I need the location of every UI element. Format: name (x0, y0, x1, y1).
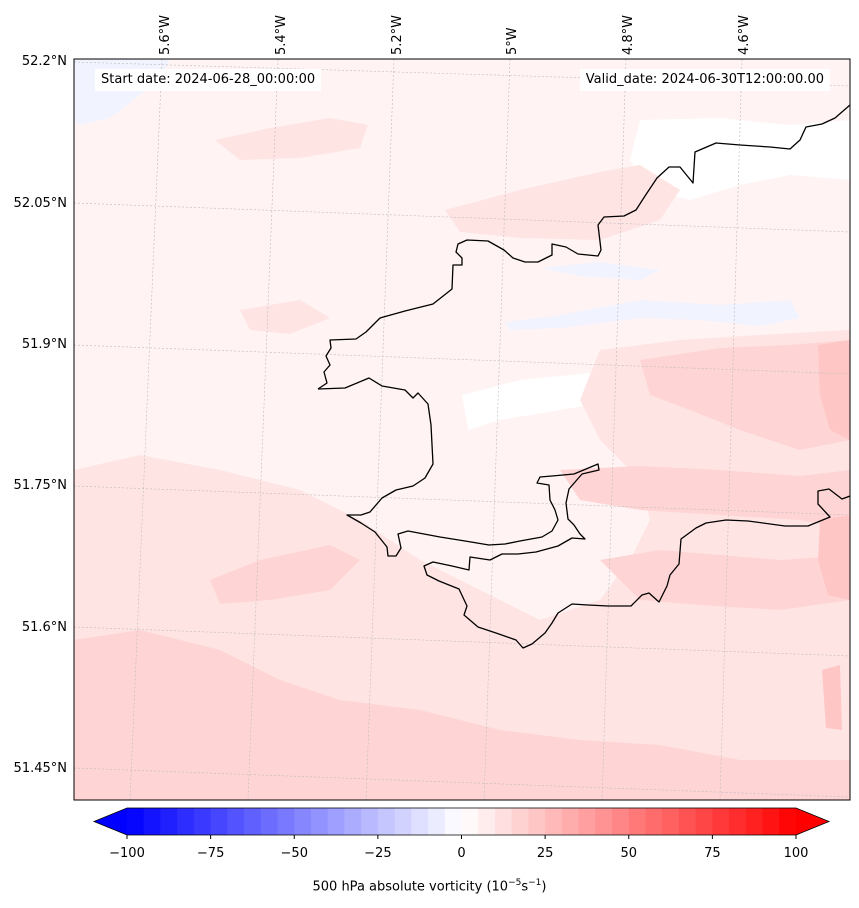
colorbar-tick-label: −25 (364, 846, 391, 861)
lat-tick-label: 51.75°N (14, 478, 67, 493)
colorbar-tick-label: −50 (281, 846, 308, 861)
colorbar-tick-label: −75 (197, 846, 224, 861)
colorbar-label-exp2: −1 (528, 878, 542, 888)
vorticity-red-strip-right-3 (822, 665, 842, 730)
lon-tick-label: 4.6°W (737, 15, 752, 55)
colorbar-segment (662, 808, 680, 835)
colorbar-segment (712, 808, 730, 835)
colorbar-segment (729, 808, 747, 835)
lat-tick-label: 51.9°N (22, 337, 67, 352)
colorbar-segment (578, 808, 596, 835)
vorticity-red-band-mid-2 (74, 630, 850, 800)
colorbar-segment (394, 808, 412, 835)
colorbar-segment (628, 808, 647, 835)
colorbar-segment (260, 808, 279, 835)
colorbar-segment (595, 808, 613, 835)
colorbar-segment (545, 808, 563, 835)
coastline (317, 104, 850, 649)
lat-tick-label: 52.2°N (22, 54, 67, 69)
colorbar-segment (745, 808, 764, 835)
colorbar-segment (428, 808, 446, 835)
colorbar-segment (327, 808, 346, 835)
colorbar-tick-label: 50 (620, 846, 637, 861)
vorticity-red-band-mid-3 (210, 545, 360, 604)
colorbar-segment (528, 808, 546, 835)
vorticity-red-band-top-3 (240, 300, 330, 334)
vorticity-red-band-top (215, 118, 368, 160)
colorbar-segment (561, 808, 580, 835)
valid-date-label: Valid_date: 2024-06-30T12:00:00.00 (579, 69, 830, 91)
map-frame (73, 58, 851, 801)
colorbar-segment (411, 808, 429, 835)
map-panel (74, 59, 850, 800)
colorbar-segment (511, 808, 529, 835)
vorticity-red-band-top-2 (445, 165, 680, 240)
colorbar-tick-label: 100 (784, 846, 809, 861)
colorbar-segment (361, 808, 379, 835)
vorticity-red-band-mid-4 (560, 466, 850, 530)
vorticity-red-band-mid (640, 340, 850, 450)
vorticity-blue-streak (505, 300, 800, 330)
colorbar-segment (645, 808, 663, 835)
colorbar-segment (779, 808, 797, 835)
colorbar-label-unit: s (521, 879, 529, 895)
lat-tick-label: 52.05°N (14, 196, 67, 211)
colorbar-segment (762, 808, 780, 835)
colorbar-segment (678, 808, 697, 835)
lat-tick-label: 51.45°N (14, 761, 67, 776)
colorbar-label-exp1: −5 (508, 878, 522, 888)
lon-tick-label: 4.8°W (621, 15, 636, 55)
colorbar-segment (294, 808, 312, 835)
colorbar-segment (377, 808, 396, 835)
lon-tick-label: 5°W (505, 27, 520, 55)
colorbar-segment (244, 808, 262, 835)
colorbar-segment (612, 808, 630, 835)
colorbar-segment (177, 808, 195, 835)
colorbar-segment (160, 808, 178, 835)
colorbar-segment (310, 808, 329, 835)
colorbar-segment (193, 808, 212, 835)
colorbar: −100 −75 −50 −25 0 25 50 75 100 (92, 807, 831, 861)
colorbar-label-main: 500 hPa absolute vorticity (10 (312, 879, 509, 895)
vorticity-red-strip-right (818, 340, 850, 440)
colorbar-segment (344, 808, 362, 835)
lat-tick-label: 51.6°N (22, 620, 67, 635)
colorbar-tick-label: 0 (457, 846, 465, 861)
lon-tick-label: 5.6°W (158, 15, 173, 55)
vorticity-red-strip-right-2 (818, 515, 850, 600)
colorbar-segment (444, 808, 463, 835)
colorbar-segment (127, 808, 145, 835)
colorbar-extend-max (796, 808, 829, 835)
colorbar-segment (494, 808, 513, 835)
colorbar-extend-min (94, 808, 127, 835)
colorbar-tick-label: 75 (704, 846, 721, 861)
vorticity-white-patch (630, 118, 850, 200)
colorbar-segment (210, 808, 228, 835)
colorbar-tick-label: 25 (537, 846, 554, 861)
lon-tick-label: 5.4°W (274, 15, 289, 55)
gridlines (74, 59, 850, 800)
colorbar-label-end: ) (541, 879, 547, 895)
colorbar-segment (277, 808, 295, 835)
colorbar-segment (695, 808, 713, 835)
colorbar-segment (227, 808, 245, 835)
start-date-label: Start date: 2024-06-28_00:00:00 (95, 69, 322, 91)
coastline-north (317, 104, 850, 390)
coastline-south (317, 377, 850, 649)
colorbar-segment (461, 808, 479, 835)
lon-tick-label: 5.2°W (390, 15, 405, 55)
colorbar-segment (143, 808, 162, 835)
colorbar-tick-label: −100 (109, 846, 145, 861)
colorbar-label: 500 hPa absolute vorticity (10−5s−1) (0, 878, 859, 894)
vorticity-blue-streak-2 (540, 262, 660, 280)
lat-tick-labels: 52.2°N 52.05°N 51.9°N 51.75°N 51.6°N 51.… (14, 54, 67, 776)
colorbar-segment (478, 808, 496, 835)
lon-tick-labels: 5.6°W 5.4°W 5.2°W 5°W 4.8°W 4.6°W (158, 15, 752, 55)
